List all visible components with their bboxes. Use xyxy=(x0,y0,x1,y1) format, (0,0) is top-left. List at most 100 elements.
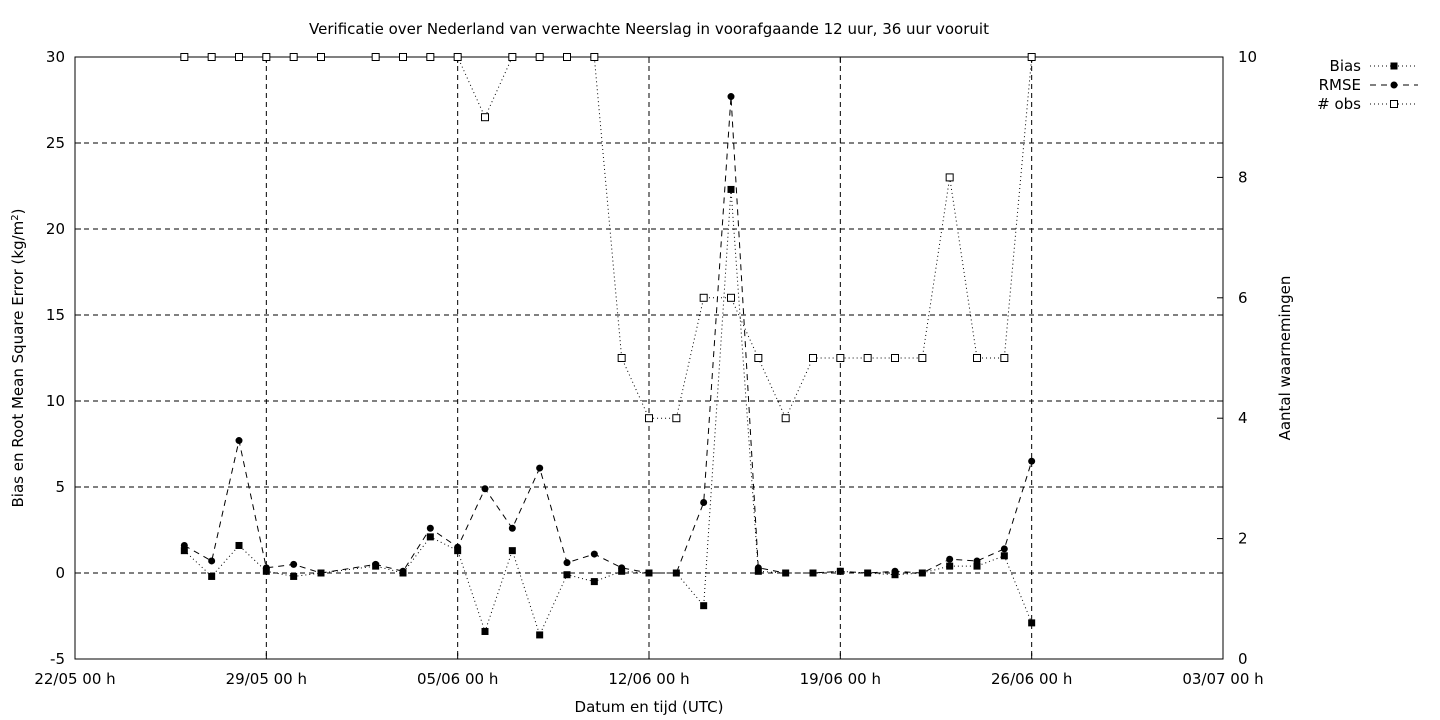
data-point xyxy=(536,464,544,472)
data-point xyxy=(973,562,981,570)
data-point xyxy=(371,53,380,61)
grid-lines xyxy=(75,57,1223,659)
data-point xyxy=(645,569,653,577)
data-point xyxy=(946,555,954,563)
y2-axis-label: Aantal waarnemingen xyxy=(1276,276,1294,441)
data-point xyxy=(399,567,407,575)
legend-marker xyxy=(1390,81,1398,89)
data-point xyxy=(973,557,981,565)
data-point xyxy=(481,627,489,635)
data-point xyxy=(864,569,872,577)
data-point xyxy=(426,533,434,541)
data-point xyxy=(235,437,243,445)
data-point xyxy=(508,53,517,61)
y-tick-label: 30 xyxy=(46,48,65,66)
data-point xyxy=(590,53,599,61)
data-point xyxy=(672,569,680,577)
legend-label: Bias xyxy=(1330,57,1362,75)
data-point xyxy=(809,354,817,362)
data-point xyxy=(590,550,598,558)
legend-marker xyxy=(1390,100,1398,108)
y-tick-label: 0 xyxy=(55,564,65,582)
data-point xyxy=(317,569,325,577)
data-point xyxy=(208,572,216,580)
series-group xyxy=(180,53,1036,639)
data-point xyxy=(180,53,189,61)
data-point xyxy=(727,185,735,193)
data-point xyxy=(290,572,298,580)
x-tick-label: 29/05 00 h xyxy=(226,670,307,688)
y-tick-label: 20 xyxy=(46,220,65,238)
data-point xyxy=(727,293,735,302)
data-point xyxy=(700,602,708,610)
data-point xyxy=(590,578,598,586)
y2-tick-label: 0 xyxy=(1238,650,1248,668)
x-tick-label: 26/06 00 h xyxy=(991,670,1072,688)
y-axis-left: -5 0 5 10 15 20 25 30 xyxy=(46,48,1223,668)
y-tick-label: -5 xyxy=(50,650,65,668)
data-point xyxy=(1027,53,1036,61)
data-point xyxy=(180,547,188,555)
x-axis: 22/05 00 h 29/05 00 h 05/06 00 h 12/06 00 h… xyxy=(34,57,1264,688)
series-line xyxy=(184,96,1033,574)
data-point xyxy=(891,567,899,575)
data-point xyxy=(1000,354,1009,362)
y2-tick-label: 4 xyxy=(1238,409,1248,427)
legend-label: # obs xyxy=(1317,95,1361,113)
data-point xyxy=(672,414,681,423)
series-1 xyxy=(180,93,1036,577)
data-point xyxy=(809,569,817,577)
data-point xyxy=(290,560,298,568)
data-point xyxy=(1000,545,1008,553)
data-point xyxy=(453,53,462,61)
data-point xyxy=(617,354,626,362)
data-point xyxy=(645,414,653,423)
data-point xyxy=(863,354,872,362)
data-point xyxy=(481,113,489,122)
data-point xyxy=(973,354,981,362)
series-line xyxy=(183,189,1033,637)
data-point xyxy=(836,354,845,362)
y2-tick-label: 10 xyxy=(1238,48,1257,66)
x-tick-label: 19/06 00 h xyxy=(800,670,881,688)
data-point xyxy=(235,53,243,61)
data-point xyxy=(481,485,489,493)
data-point xyxy=(372,560,380,568)
data-point xyxy=(700,498,708,506)
x-tick-label: 22/05 00 h xyxy=(34,670,115,688)
y-axis-label: Bias en Root Mean Square Error (kg/m2) xyxy=(9,209,27,508)
data-point xyxy=(180,541,188,549)
data-point xyxy=(563,571,571,579)
chart-title: Verificatie over Nederland van verwachte… xyxy=(309,20,989,38)
data-point xyxy=(836,567,844,575)
series-2 xyxy=(180,53,1036,423)
data-point xyxy=(536,631,544,639)
data-point xyxy=(454,543,462,551)
data-point xyxy=(1028,457,1036,465)
data-point xyxy=(262,564,270,572)
data-point xyxy=(945,173,954,182)
data-point xyxy=(754,564,762,572)
legend-label: RMSE xyxy=(1319,76,1361,94)
legend-marker xyxy=(1390,62,1398,70)
y-tick-label: 15 xyxy=(46,306,65,324)
data-point xyxy=(1028,619,1036,627)
data-point xyxy=(563,559,571,567)
x-tick-label: 05/06 00 h xyxy=(417,670,498,688)
data-point xyxy=(208,557,216,565)
y2-tick-label: 2 xyxy=(1238,530,1248,548)
data-point xyxy=(699,293,708,302)
data-point xyxy=(207,53,216,61)
data-point xyxy=(1000,552,1008,560)
data-point xyxy=(535,53,544,61)
data-point xyxy=(891,354,899,362)
data-point xyxy=(782,569,790,577)
data-point xyxy=(918,354,927,362)
data-point xyxy=(508,524,516,532)
series-0 xyxy=(180,185,1036,639)
data-point xyxy=(426,53,435,61)
data-point xyxy=(235,541,243,549)
y-tick-label: 10 xyxy=(46,392,65,410)
